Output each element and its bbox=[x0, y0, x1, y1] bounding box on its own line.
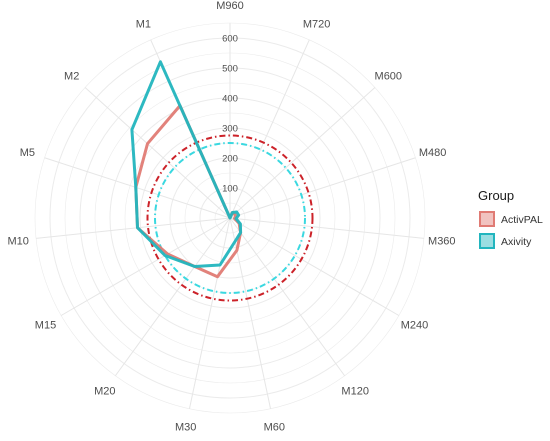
grid-spoke bbox=[60, 217, 231, 316]
grid-spoke bbox=[36, 217, 231, 239]
spoke-label: M720 bbox=[303, 18, 331, 30]
legend: Group ActivPAL Axivity bbox=[478, 188, 543, 249]
grid-spoke bbox=[229, 217, 424, 239]
grid-spoke bbox=[229, 87, 376, 219]
grid-spoke bbox=[229, 217, 346, 377]
radial-tick-label: 500 bbox=[222, 64, 238, 75]
grid-spoke bbox=[84, 87, 231, 219]
radial-tick-labels: 100 200 300 400 500 600 bbox=[222, 34, 238, 195]
spoke-label: M60 bbox=[264, 421, 285, 433]
spoke-label: M120 bbox=[341, 385, 369, 397]
grid-spoke bbox=[114, 217, 231, 377]
legend-swatch bbox=[479, 211, 495, 227]
spoke-label: M480 bbox=[419, 147, 447, 159]
radial-tick-label: 200 bbox=[222, 154, 238, 165]
legend-label: Axivity bbox=[501, 236, 532, 248]
spoke-label: M20 bbox=[94, 385, 115, 397]
legend-item: Axivity bbox=[479, 233, 532, 249]
grid-spoke bbox=[188, 217, 231, 409]
series-layer bbox=[130, 60, 243, 279]
radial-tick-label: 400 bbox=[222, 94, 238, 105]
grid-spoke bbox=[229, 157, 416, 219]
reference-circle-activpal bbox=[146, 134, 314, 302]
spoke-label: M15 bbox=[35, 320, 56, 332]
grid-spoke bbox=[229, 217, 400, 316]
spoke-label: M10 bbox=[7, 235, 28, 247]
series-line-axivity bbox=[130, 60, 243, 268]
grid-spoke bbox=[229, 39, 310, 219]
radial-tick-label: 100 bbox=[222, 184, 238, 195]
spoke-label: M600 bbox=[375, 71, 403, 83]
reference-circles bbox=[146, 134, 314, 302]
legend-item: ActivPAL bbox=[479, 211, 543, 227]
legend-label: ActivPAL bbox=[501, 214, 543, 226]
spoke-labels: M960M720M600M480M360M240M120M60M30M20M15… bbox=[7, 0, 455, 433]
radial-tick-label: 300 bbox=[222, 124, 238, 135]
radial-tick-label: 600 bbox=[222, 34, 238, 45]
legend-swatch bbox=[479, 233, 495, 249]
spoke-label: M30 bbox=[175, 421, 196, 433]
reference-circle-axivity bbox=[154, 142, 306, 294]
spoke-label: M5 bbox=[20, 147, 35, 159]
spoke-label: M960 bbox=[216, 0, 244, 12]
spoke-label: M1 bbox=[136, 18, 151, 30]
legend-title: Group bbox=[478, 188, 514, 203]
spoke-label: M360 bbox=[428, 235, 456, 247]
series-line-activpal bbox=[134, 104, 243, 279]
spoke-label: M240 bbox=[401, 320, 429, 332]
spoke-label: M2 bbox=[64, 71, 79, 83]
